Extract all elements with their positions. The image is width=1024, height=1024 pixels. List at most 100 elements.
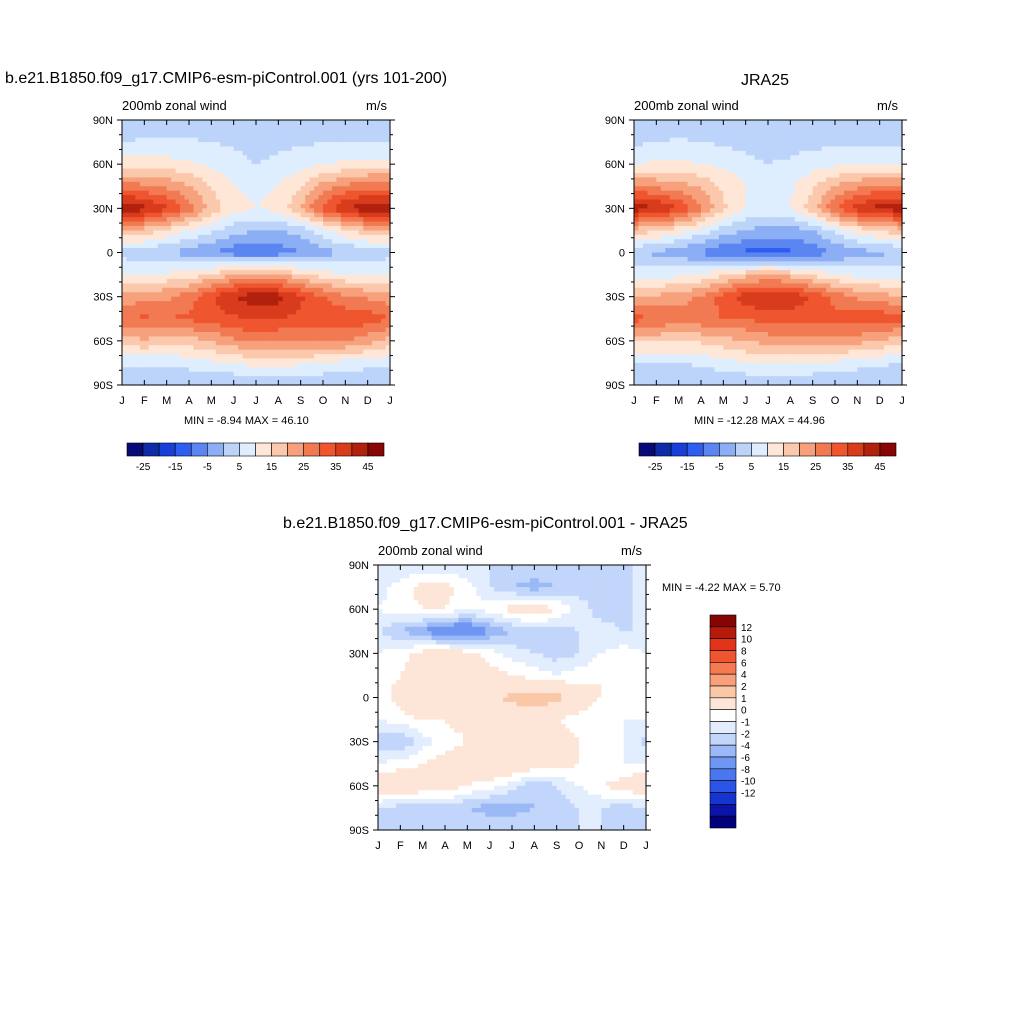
heatmap-cell — [296, 164, 302, 170]
heatmap-cell — [354, 248, 360, 254]
heatmap-cell — [897, 199, 903, 205]
heatmap-cell — [835, 186, 841, 192]
heatmap-cell — [376, 248, 382, 254]
heatmap-cell — [674, 177, 680, 183]
heatmap-cell — [843, 146, 849, 152]
heatmap-cell — [126, 323, 132, 329]
heatmap-cell — [126, 296, 132, 302]
heatmap-cell — [130, 217, 136, 223]
heatmap-cell — [269, 124, 275, 130]
heatmap-cell — [705, 203, 711, 209]
heatmap-cell — [278, 186, 284, 192]
heatmap-cell — [367, 270, 373, 276]
heatmap-cell — [139, 314, 145, 320]
heatmap-cell — [148, 358, 154, 364]
heatmap-cell — [238, 265, 244, 271]
heatmap-cell — [835, 203, 841, 209]
heatmap-cell — [683, 124, 689, 130]
heatmap-cell — [385, 120, 391, 126]
heatmap-cell — [247, 181, 253, 187]
heatmap-cell — [273, 186, 279, 192]
heatmap-cell — [300, 345, 306, 351]
heatmap-cell — [202, 142, 208, 148]
heatmap-cell — [300, 133, 306, 139]
heatmap-cell — [759, 181, 765, 187]
colorbar-swatch — [271, 442, 288, 457]
heatmap-cell — [336, 168, 342, 174]
heatmap-cell — [314, 239, 320, 245]
heatmap-cell — [166, 327, 172, 333]
heatmap-cell — [331, 256, 337, 262]
heatmap-cell — [345, 301, 351, 307]
heatmap-cell — [327, 287, 333, 293]
heatmap-cell — [701, 195, 707, 201]
heatmap-cell — [162, 248, 168, 254]
heatmap-cell — [772, 195, 778, 201]
heatmap-cell — [660, 173, 666, 179]
heatmap-cell — [669, 142, 675, 148]
heatmap-cell — [256, 159, 262, 165]
heatmap-cell — [323, 349, 329, 355]
heatmap-cell — [247, 164, 253, 170]
heatmap-cell — [665, 168, 671, 174]
heatmap-cell — [736, 168, 742, 174]
heatmap-cell — [184, 212, 190, 218]
heatmap-cell — [184, 318, 190, 324]
heatmap-cell — [171, 177, 177, 183]
heatmap-cell — [331, 190, 337, 196]
heatmap-cell — [180, 120, 186, 126]
heatmap-cell — [750, 133, 756, 139]
heatmap-cell — [162, 318, 168, 324]
heatmap-cell — [256, 287, 262, 293]
heatmap-cell — [122, 186, 128, 192]
heatmap-cell — [372, 327, 378, 333]
heatmap-cell — [251, 173, 257, 179]
heatmap-cell — [300, 124, 306, 130]
heatmap-cell — [345, 371, 351, 377]
heatmap-cell — [171, 137, 177, 143]
heatmap-cell — [278, 256, 284, 262]
heatmap-cell — [260, 190, 266, 196]
heatmap-cell — [122, 128, 128, 134]
heatmap-cell — [642, 137, 648, 143]
heatmap-cell — [358, 279, 364, 285]
heatmap-cell — [309, 234, 315, 240]
heatmap-cell — [794, 199, 800, 205]
heatmap-cell — [171, 380, 177, 386]
heatmap-cell — [385, 164, 391, 170]
heatmap-cell — [180, 199, 186, 205]
colorbar-swatch — [255, 442, 272, 457]
heatmap-cell — [130, 243, 136, 249]
heatmap-cell — [336, 314, 342, 320]
heatmap-cell — [358, 133, 364, 139]
heatmap-cell — [376, 323, 382, 329]
heatmap-cell — [866, 177, 872, 183]
heatmap-cell — [157, 217, 163, 223]
heatmap-cell — [122, 173, 128, 179]
heatmap-cell — [336, 380, 342, 386]
heatmap-cell — [126, 142, 132, 148]
heatmap-cell — [157, 358, 163, 364]
heatmap-cell — [683, 120, 689, 126]
heatmap-cell — [692, 133, 698, 139]
heatmap-cell — [130, 208, 136, 214]
heatmap-cell — [247, 301, 253, 307]
heatmap-cell — [171, 142, 177, 148]
heatmap-cell — [260, 283, 266, 289]
heatmap-cell — [323, 124, 329, 130]
heatmap-cell — [130, 354, 136, 360]
heatmap-cell — [273, 133, 279, 139]
heatmap-cell — [233, 358, 239, 364]
heatmap-cell — [256, 292, 262, 298]
heatmap-cell — [273, 349, 279, 355]
heatmap-cell — [215, 362, 221, 368]
heatmap-cell — [300, 150, 306, 156]
heatmap-cell — [144, 208, 150, 214]
heatmap-cell — [839, 164, 845, 170]
heatmap-cell — [647, 186, 653, 192]
heatmap-cell — [358, 318, 364, 324]
heatmap-cell — [162, 173, 168, 179]
heatmap-cell — [247, 190, 253, 196]
heatmap-cell — [189, 142, 195, 148]
heatmap-cell — [166, 376, 172, 382]
